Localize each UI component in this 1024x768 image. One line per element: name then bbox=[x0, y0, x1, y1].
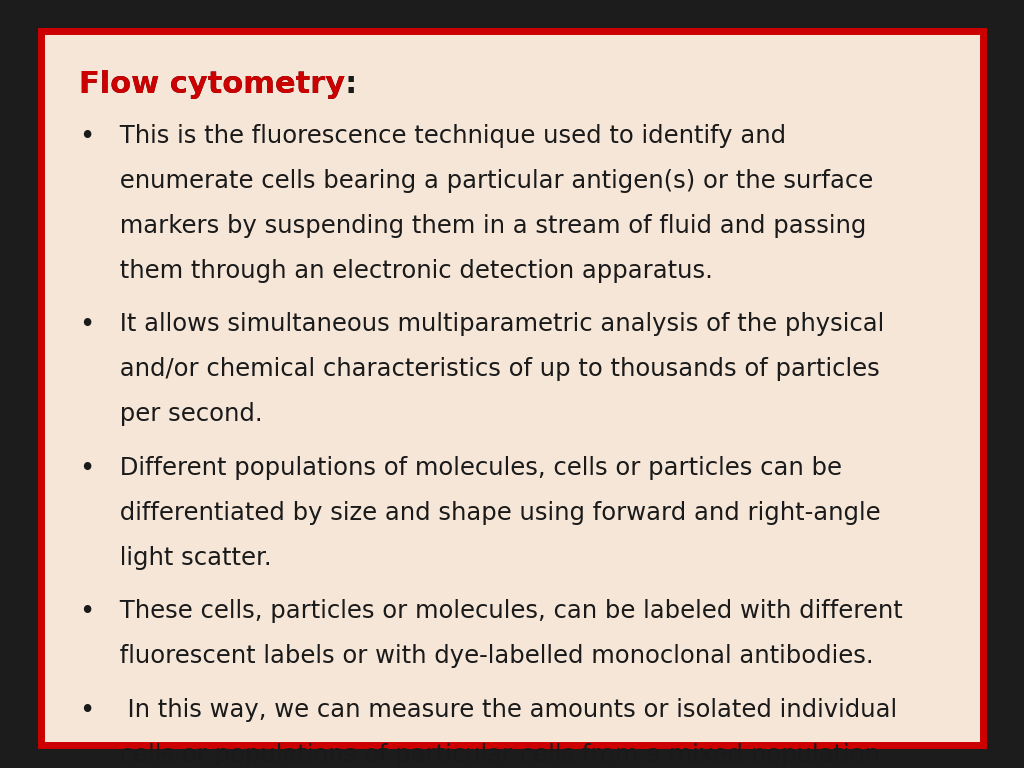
Text: Flow cytometry: Flow cytometry bbox=[79, 70, 345, 99]
Text: In this way, we can measure the amounts or isolated individual: In this way, we can measure the amounts … bbox=[112, 698, 897, 722]
Text: enumerate cells bearing a particular antigen(s) or the surface: enumerate cells bearing a particular ant… bbox=[112, 168, 872, 193]
Text: them through an electronic detection apparatus.: them through an electronic detection app… bbox=[112, 259, 713, 283]
Text: markers by suspending them in a stream of fluid and passing: markers by suspending them in a stream o… bbox=[112, 214, 866, 237]
Text: differentiated by size and shape using forward and right-angle: differentiated by size and shape using f… bbox=[112, 501, 881, 525]
Text: •: • bbox=[79, 698, 94, 723]
Text: Different populations of molecules, cells or particles can be: Different populations of molecules, cell… bbox=[112, 455, 842, 480]
Text: •: • bbox=[79, 599, 94, 625]
FancyBboxPatch shape bbox=[41, 31, 983, 745]
Text: It allows simultaneous multiparametric analysis of the physical: It allows simultaneous multiparametric a… bbox=[112, 312, 884, 336]
Text: This is the fluorescence technique used to identify and: This is the fluorescence technique used … bbox=[112, 124, 785, 147]
Text: per second.: per second. bbox=[112, 402, 262, 426]
Text: •: • bbox=[79, 312, 94, 338]
Text: light scatter.: light scatter. bbox=[112, 546, 271, 570]
Text: •: • bbox=[79, 124, 94, 150]
Text: and/or chemical characteristics of up to thousands of particles: and/or chemical characteristics of up to… bbox=[112, 357, 880, 381]
Text: These cells, particles or molecules, can be labeled with different: These cells, particles or molecules, can… bbox=[112, 599, 902, 624]
Text: •: • bbox=[79, 455, 94, 482]
Text: cells or populations of particular cells from a mixed population.: cells or populations of particular cells… bbox=[112, 743, 887, 766]
Text: Flow cytometry:: Flow cytometry: bbox=[79, 70, 357, 99]
Text: fluorescent labels or with dye-labelled monoclonal antibodies.: fluorescent labels or with dye-labelled … bbox=[112, 644, 873, 668]
